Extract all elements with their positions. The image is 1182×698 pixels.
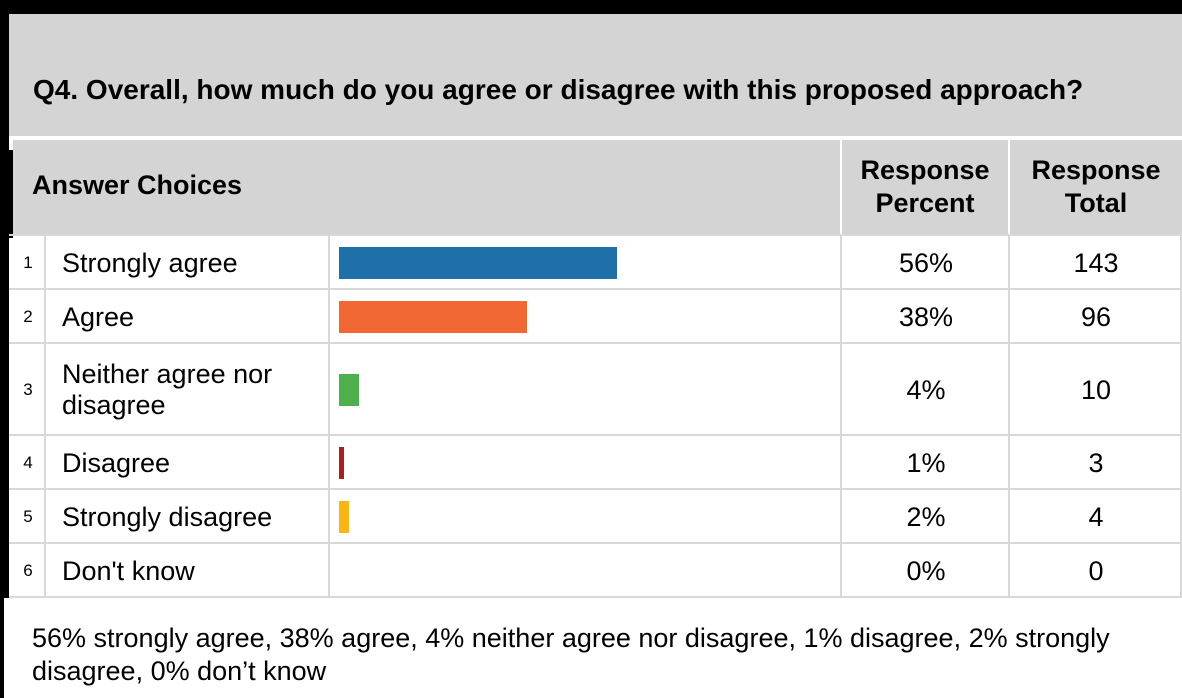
header-response-percent: Response Percent <box>842 140 1008 234</box>
column-divider <box>1180 234 1182 598</box>
top-border <box>0 0 1182 14</box>
row-number: 3 <box>23 380 33 399</box>
row-divider <box>9 288 1182 290</box>
question-banner: Q4. Overall, how much do you agree or di… <box>9 14 1182 138</box>
response-total: 143 <box>1073 248 1119 278</box>
question-title: Q4. Overall, how much do you agree or di… <box>33 74 1084 105</box>
row-number: 6 <box>23 561 33 580</box>
header-percent-line1: Response <box>860 155 990 185</box>
response-total: 0 <box>1088 556 1104 586</box>
header-percent-line2: Percent <box>875 188 975 218</box>
response-percent: 38% <box>898 302 954 332</box>
left-border-bottom <box>0 598 4 698</box>
answer-label: Disagree <box>62 448 171 478</box>
bar-disagree <box>339 447 344 479</box>
answer-label: Neither agree nor disagree <box>62 359 273 420</box>
row-divider <box>9 434 1182 436</box>
header-answer-choices-label: Answer Choices <box>32 170 243 200</box>
row-divider <box>9 488 1182 490</box>
bar-strongly-agree <box>339 247 617 279</box>
header-total-line2: Total <box>1064 188 1128 218</box>
left-border-body <box>0 238 9 598</box>
left-border-header <box>0 150 13 238</box>
answer-label: Don't know <box>62 556 195 586</box>
response-percent: 4% <box>906 375 946 405</box>
response-percent: 1% <box>906 448 946 478</box>
column-divider <box>1008 234 1010 598</box>
response-percent: 56% <box>898 248 954 278</box>
response-total: 10 <box>1080 375 1112 405</box>
response-total: 4 <box>1088 502 1104 532</box>
column-divider <box>840 234 842 598</box>
answer-label: Strongly agree <box>62 248 238 278</box>
column-divider <box>44 234 46 598</box>
row-divider <box>9 234 1182 236</box>
row-number: 1 <box>23 253 33 272</box>
row-divider <box>9 542 1182 544</box>
summary-text: 56% strongly agree, 38% agree, 4% neithe… <box>32 623 1110 686</box>
row-number: 4 <box>23 453 33 472</box>
header-answer-choices: Answer Choices <box>13 140 840 234</box>
row-number: 2 <box>23 307 33 326</box>
row-divider <box>9 342 1182 344</box>
response-total: 96 <box>1080 302 1112 332</box>
row-divider <box>9 596 1182 598</box>
response-percent: 2% <box>906 502 946 532</box>
column-divider <box>328 234 330 598</box>
response-percent: 0% <box>906 556 946 586</box>
bar-strongly-disagree <box>339 501 349 533</box>
answer-label: Strongly disagree <box>62 502 273 532</box>
bar-agree <box>339 301 527 333</box>
answer-label: Agree <box>62 302 135 332</box>
header-response-total: Response Total <box>1010 140 1182 234</box>
header-total-line1: Response <box>1031 155 1161 185</box>
response-total: 3 <box>1088 448 1104 478</box>
left-border-top <box>0 0 9 150</box>
row-number: 5 <box>23 507 33 526</box>
bar-neither-agree-nor-disagree <box>339 374 359 406</box>
